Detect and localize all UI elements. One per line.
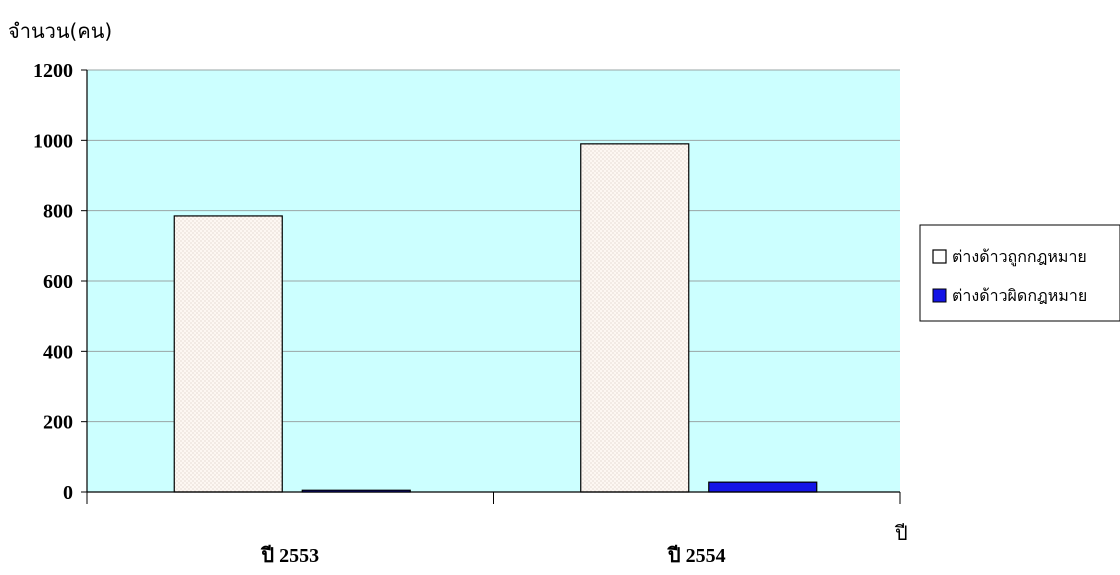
y-tick-label: 800: [43, 201, 73, 223]
legend-label-legal: ต่างด้าวถูกกฎหมาย: [952, 247, 1087, 267]
y-tick-label: 1000: [33, 130, 73, 152]
y-axis-title: จำนวน(คน): [8, 19, 112, 43]
y-tick-label: 200: [43, 412, 73, 434]
legend-box: [919, 224, 1120, 322]
x-tick-label: ปี 2554: [667, 544, 726, 567]
bars: [173, 143, 818, 493]
x-axis-title: ปี: [895, 521, 908, 545]
bar-series-0-1: [580, 143, 690, 493]
x-tick-label: ปี 2553: [260, 544, 319, 567]
legend: ต่างด้าวถูกกฎหมาย ต่างด้าวผิดกฎหมาย: [919, 224, 1120, 322]
y-tick-label: 400: [43, 341, 73, 363]
legend-swatch-legal: [932, 249, 947, 264]
y-tick-label: 600: [43, 271, 73, 293]
y-tick-label: 1200: [33, 60, 73, 82]
bar-series-0-0: [173, 215, 283, 493]
y-tick-label: 0: [63, 482, 73, 504]
y-tick-labels: 0 200 400 600 800 1000 1200: [33, 60, 73, 504]
x-tick-labels: ปี 2553 ปี 2554: [260, 544, 725, 567]
bar-series-1-1: [708, 481, 818, 493]
legend-swatch-illegal: [932, 288, 947, 303]
axes: [81, 69, 901, 504]
legend-label-illegal: ต่างด้าวผิดกฎหมาย: [952, 286, 1087, 305]
